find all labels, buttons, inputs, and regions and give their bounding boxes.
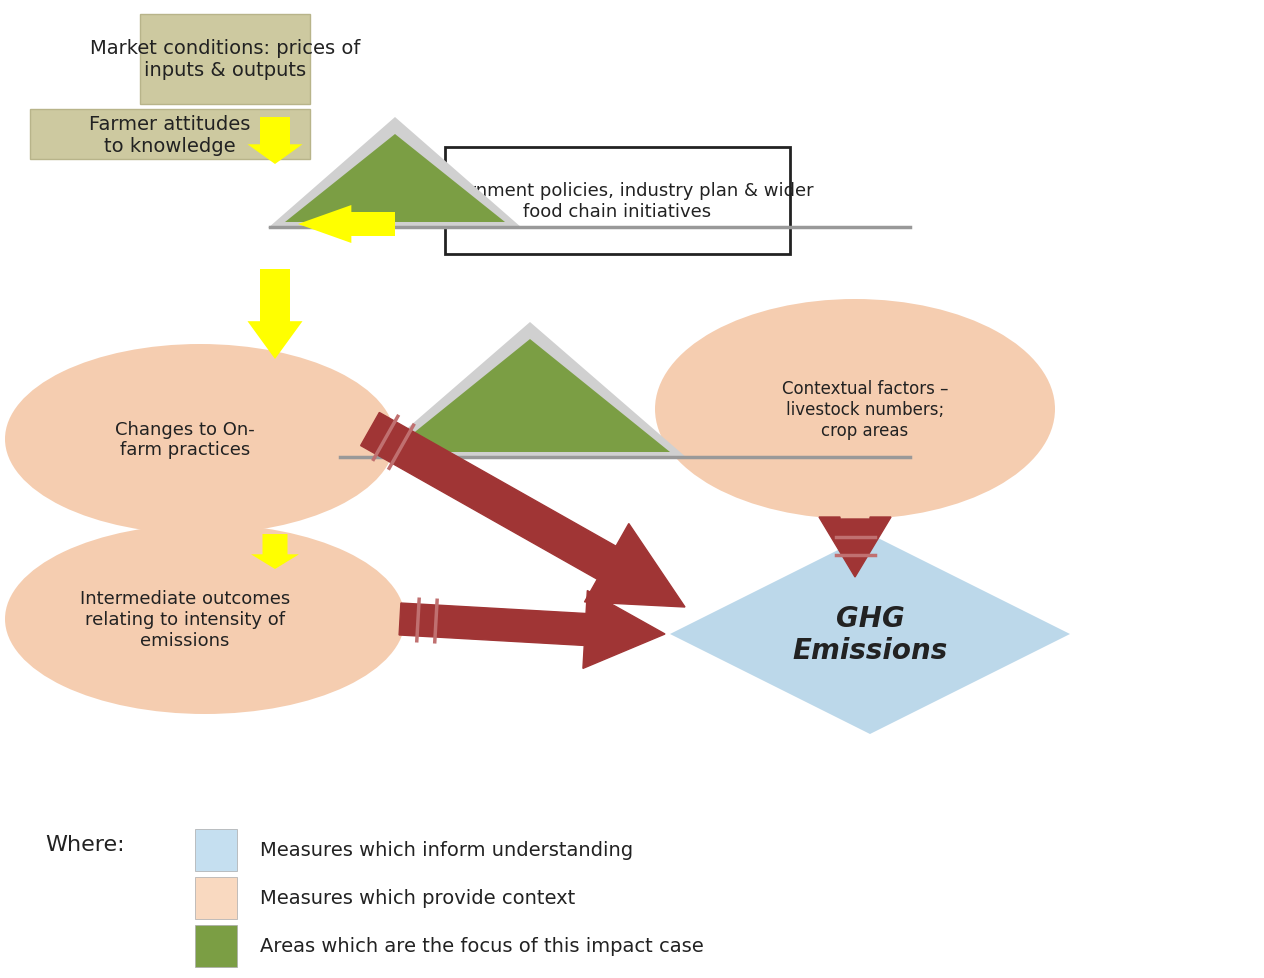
Ellipse shape: [5, 344, 394, 534]
Text: Areas which are the focus of this impact case: Areas which are the focus of this impact…: [260, 937, 704, 956]
Text: Farmer attitudes
to knowledge: Farmer attitudes to knowledge: [90, 114, 250, 156]
Bar: [445, 148, 790, 254]
Polygon shape: [298, 205, 394, 244]
Polygon shape: [284, 135, 506, 223]
Polygon shape: [248, 270, 302, 360]
Ellipse shape: [5, 524, 404, 714]
Text: Intermediate outcomes
relating to intensity of
emissions: Intermediate outcomes relating to intens…: [80, 590, 291, 649]
Polygon shape: [819, 517, 891, 577]
Text: GHG
Emissions: GHG Emissions: [793, 604, 948, 664]
Text: Changes to On-
farm practices: Changes to On- farm practices: [115, 421, 255, 459]
Text: Where:: Where:: [46, 834, 125, 854]
Text: Government policies, industry plan & wider
food chain initiatives: Government policies, industry plan & wid…: [422, 182, 813, 221]
Polygon shape: [248, 118, 302, 165]
Polygon shape: [670, 534, 1071, 734]
Polygon shape: [252, 534, 300, 569]
Polygon shape: [399, 591, 665, 669]
Polygon shape: [391, 339, 670, 453]
Text: Contextual factors –
livestock numbers;
crop areas: Contextual factors – livestock numbers; …: [781, 379, 948, 439]
Bar: [30, 110, 310, 159]
Bar: [195, 877, 238, 919]
Text: Market conditions: prices of
inputs & outputs: Market conditions: prices of inputs & ou…: [90, 39, 360, 80]
Bar: [195, 829, 238, 871]
Bar: [140, 15, 310, 105]
Polygon shape: [268, 118, 522, 229]
Bar: [195, 925, 238, 967]
Polygon shape: [373, 323, 688, 459]
Ellipse shape: [655, 299, 1055, 519]
Text: Measures which inform understanding: Measures which inform understanding: [260, 841, 633, 860]
Polygon shape: [360, 413, 685, 607]
Text: Measures which provide context: Measures which provide context: [260, 889, 575, 908]
